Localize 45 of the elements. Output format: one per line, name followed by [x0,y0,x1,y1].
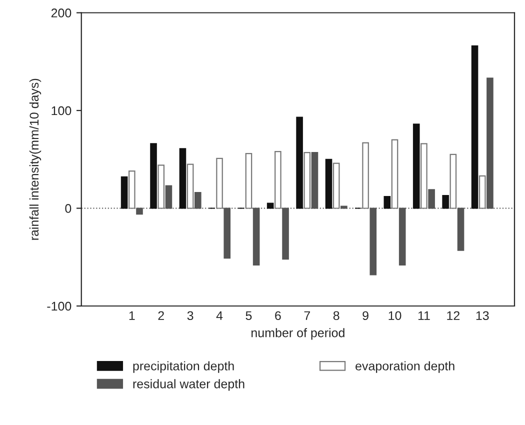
x-tick-label: 7 [304,311,310,320]
bar [150,143,157,209]
legend-label: precipitation depth [133,361,234,373]
bar [179,148,186,209]
x-axis-title: number of period [252,328,344,340]
bar [274,151,282,209]
bar [412,124,420,209]
y-tick-label: 0 [65,204,72,213]
x-tick-label: 2 [158,311,164,320]
bar [478,175,486,209]
y-tick-label: 200 [51,8,72,18]
bar [362,142,369,209]
bar [245,152,252,209]
bar [391,139,398,209]
x-tick-label: 1 [129,311,135,320]
y-axis-title: rainfall intensity(mm/10 days) [29,78,42,240]
legend-label: evaporation depth [356,361,454,373]
bar [186,164,194,209]
x-tick-label: 10 [388,311,402,320]
bar [332,162,340,209]
y-tick-label: -100 [47,302,72,311]
bar [158,164,165,209]
bar [384,196,391,209]
bar [128,170,136,209]
x-tick-label: 13 [476,311,489,320]
x-tick-label: 9 [362,311,368,320]
x-tick-label: 12 [447,311,460,320]
bar [120,176,128,209]
x-tick-label: 11 [418,311,430,320]
x-tick-label: 6 [275,311,281,320]
bar [420,143,428,209]
x-tick-label: 8 [333,311,340,320]
bar [471,45,478,209]
x-tick-label: 3 [187,311,194,320]
bar [304,152,311,209]
bar [296,116,303,209]
bar [450,154,457,209]
bar [442,194,449,209]
bar [325,158,332,209]
x-tick-label: 4 [216,311,223,320]
x-tick-label: 5 [246,311,252,320]
legend-label: residual water depth [133,379,244,391]
y-tick-label: 100 [52,106,72,116]
bar [266,202,274,209]
bar [216,158,223,209]
